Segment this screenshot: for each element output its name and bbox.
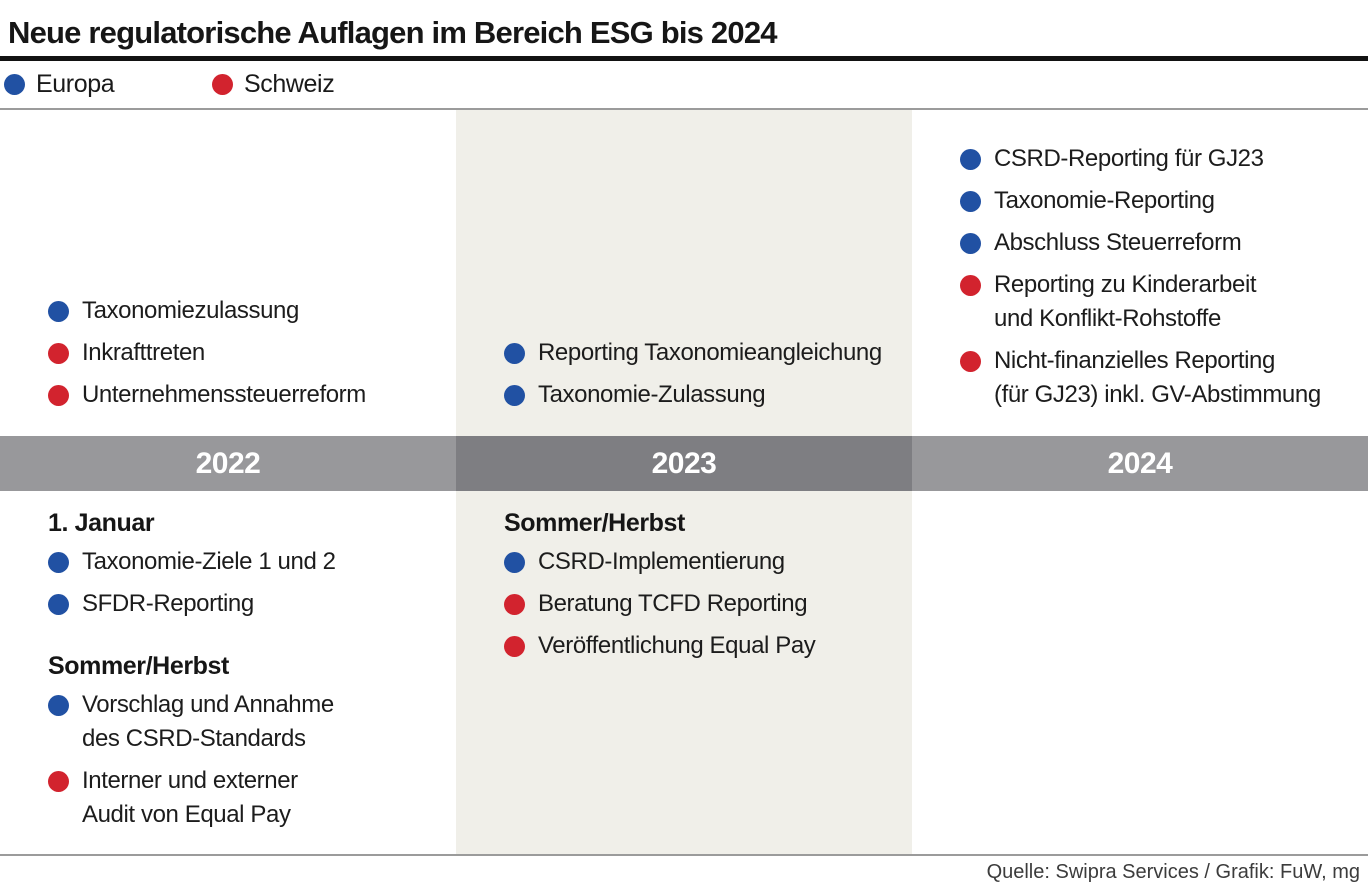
- below-band-zone: 1. Januar Taxonomie-Ziele 1 und 2 SFDR-Rep…: [0, 491, 456, 854]
- year-column-2023: Reporting Taxonomieangleichung Taxonomie-…: [456, 110, 912, 854]
- europa-dot-icon: [504, 385, 525, 406]
- legend-schweiz-dot-icon: [212, 74, 233, 95]
- legend-divider: [0, 108, 1368, 110]
- date-group: Sommer/Herbst Vorschlag und Annahme des C…: [48, 649, 438, 832]
- below-band-zone: Sommer/Herbst CSRD-Implementierung Beratun…: [456, 491, 912, 854]
- timeline-item-label: Inkrafttreten: [82, 339, 205, 366]
- timeline-item: Taxonomiezulassung: [48, 294, 438, 328]
- footer-divider: [0, 854, 1368, 856]
- timeline-item-label: Vorschlag und Annahme des CSRD-Standards: [82, 691, 334, 752]
- year-label: 2022: [195, 446, 261, 480]
- timeline-item: Unternehmenssteuerreform: [48, 378, 438, 412]
- europa-dot-icon: [48, 594, 69, 615]
- timeline-item-label: Beratung TCFD Reporting: [538, 590, 808, 617]
- europa-dot-icon: [960, 149, 981, 170]
- europa-dot-icon: [48, 301, 69, 322]
- legend-label: Europa: [36, 70, 115, 98]
- timeline-item-label: Taxonomie-Zulassung: [538, 381, 766, 408]
- timeline-item-label: Taxonomie-Reporting: [994, 187, 1215, 214]
- date-group: Sommer/Herbst CSRD-Implementierung Beratun…: [504, 506, 894, 663]
- timeline-item: Reporting zu Kinderarbeit und Konflikt-R…: [960, 268, 1350, 336]
- schweiz-dot-icon: [504, 636, 525, 657]
- schweiz-dot-icon: [48, 771, 69, 792]
- timeline-item: SFDR-Reporting: [48, 587, 438, 621]
- title-divider: [0, 56, 1368, 61]
- year-band: 2024: [912, 436, 1368, 491]
- legend-item-europa: Europa: [4, 70, 212, 99]
- timeline-item: CSRD-Implementierung: [504, 545, 894, 579]
- timeline-item: Taxonomie-Reporting: [960, 184, 1350, 218]
- timeline-item-label: Reporting zu Kinderarbeit und Konflikt-R…: [994, 271, 1257, 332]
- timeline-item-label: Interner und externer Audit von Equal Pa…: [82, 767, 298, 828]
- year-band: 2023: [456, 436, 912, 491]
- timeline-item-label: Veröffentlichung Equal Pay: [538, 632, 816, 659]
- legend-europa-dot-icon: [4, 74, 25, 95]
- timeline-item-label: Taxonomiezulassung: [82, 297, 299, 324]
- timeline-item: Veröffentlichung Equal Pay: [504, 629, 894, 663]
- europa-dot-icon: [48, 695, 69, 716]
- timeline-item-label: Taxonomie-Ziele 1 und 2: [82, 548, 336, 575]
- timeline-item: Vorschlag und Annahme des CSRD-Standards: [48, 688, 438, 756]
- europa-dot-icon: [504, 552, 525, 573]
- above-band-zone: CSRD-Reporting für GJ23 Taxonomie-Reporti…: [912, 110, 1368, 436]
- timeline-item-label: CSRD-Reporting für GJ23: [994, 145, 1264, 172]
- europa-dot-icon: [960, 191, 981, 212]
- date-heading: Sommer/Herbst: [48, 652, 229, 680]
- timeline-item: Taxonomie-Zulassung: [504, 378, 894, 412]
- date-heading: 1. Januar: [48, 509, 155, 537]
- timeline-item-label: Unternehmenssteuerreform: [82, 381, 366, 408]
- timeline-item: Beratung TCFD Reporting: [504, 587, 894, 621]
- europa-dot-icon: [48, 552, 69, 573]
- year-band: 2022: [0, 436, 456, 491]
- schweiz-dot-icon: [504, 594, 525, 615]
- year-label: 2024: [1107, 446, 1173, 480]
- timeline-item-label: SFDR-Reporting: [82, 590, 254, 617]
- page-title: Neue regulatorische Auflagen im Bereich …: [8, 15, 778, 50]
- legend-item-schweiz: Schweiz: [212, 70, 335, 99]
- timeline-item: Nicht-finanzielles Reporting (für GJ23) …: [960, 344, 1350, 412]
- below-band-zone: [912, 491, 1368, 854]
- timeline-item: CSRD-Reporting für GJ23: [960, 142, 1350, 176]
- above-band-zone: Reporting Taxonomieangleichung Taxonomie-…: [456, 110, 912, 436]
- europa-dot-icon: [504, 343, 525, 364]
- timeline-item: Reporting Taxonomieangleichung: [504, 336, 894, 370]
- timeline-item: Taxonomie-Ziele 1 und 2: [48, 545, 438, 579]
- schweiz-dot-icon: [960, 351, 981, 372]
- legend: Europa Schweiz: [0, 61, 1368, 108]
- date-group: 1. Januar Taxonomie-Ziele 1 und 2 SFDR-Rep…: [48, 506, 438, 621]
- schweiz-dot-icon: [48, 385, 69, 406]
- timeline: Taxonomiezulassung Inkrafttreten Unternehm…: [0, 110, 1368, 854]
- year-label: 2023: [651, 446, 717, 480]
- date-heading: Sommer/Herbst: [504, 509, 685, 537]
- timeline-item: Interner und externer Audit von Equal Pa…: [48, 764, 438, 832]
- timeline-item: Inkrafttreten: [48, 336, 438, 370]
- schweiz-dot-icon: [48, 343, 69, 364]
- year-column-2024: CSRD-Reporting für GJ23 Taxonomie-Reporti…: [912, 110, 1368, 854]
- above-band-zone: Taxonomiezulassung Inkrafttreten Unternehm…: [0, 110, 456, 436]
- timeline-item-label: Nicht-finanzielles Reporting (für GJ23) …: [994, 347, 1321, 408]
- europa-dot-icon: [960, 233, 981, 254]
- legend-label: Schweiz: [244, 70, 335, 98]
- year-column-2022: Taxonomiezulassung Inkrafttreten Unternehm…: [0, 110, 456, 854]
- source-credit: Quelle: Swipra Services / Grafik: FuW, m…: [986, 861, 1360, 883]
- timeline-item-label: Reporting Taxonomieangleichung: [538, 339, 882, 366]
- timeline-item-label: CSRD-Implementierung: [538, 548, 785, 575]
- timeline-item-label: Abschluss Steuerreform: [994, 229, 1242, 256]
- timeline-item: Abschluss Steuerreform: [960, 226, 1350, 260]
- schweiz-dot-icon: [960, 275, 981, 296]
